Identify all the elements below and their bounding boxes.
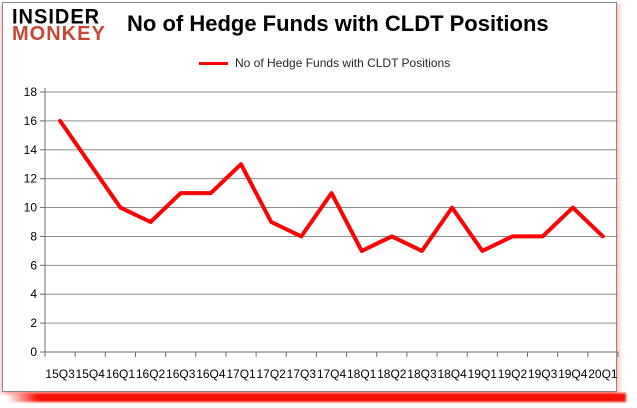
x-tick-label: 16Q1 <box>106 367 136 381</box>
red-shadow-bar <box>7 393 626 402</box>
x-tick-label: 19Q1 <box>468 367 498 381</box>
x-tick-label: 17Q3 <box>287 367 317 381</box>
y-tick-label: 12 <box>24 172 38 186</box>
logo-text-insider: INSIDER <box>12 5 101 29</box>
x-tick-label: 16Q3 <box>166 367 196 381</box>
x-tick-label: 16Q4 <box>196 367 226 381</box>
y-tick-label: 10 <box>24 201 38 215</box>
x-tick-label: 19Q2 <box>498 367 528 381</box>
x-tick-label: 18Q1 <box>347 367 377 381</box>
y-tick-label: 0 <box>30 345 37 359</box>
x-tick-label: 18Q3 <box>407 367 437 381</box>
data-line <box>58 118 605 253</box>
insider-monkey-logo: INSIDER MONKEY <box>12 5 106 45</box>
x-tick-label: 15Q3 <box>45 367 75 381</box>
x-tick-label: 17Q2 <box>257 367 287 381</box>
legend: No of Hedge Funds with CLDT Positions <box>199 55 450 71</box>
legend-line-swatch <box>199 61 228 65</box>
x-tick-label: 17Q1 <box>226 367 256 381</box>
y-tick-label: 16 <box>24 114 38 128</box>
y-tick-label: 2 <box>30 316 37 330</box>
logo-text-monkey: MONKEY <box>12 23 106 45</box>
y-tick-label: 8 <box>30 229 37 243</box>
x-tick-label: 18Q2 <box>377 367 407 381</box>
x-tick-label: 18Q4 <box>437 367 467 381</box>
y-tick-label: 14 <box>24 143 38 157</box>
legend-label: No of Hedge Funds with CLDT Positions <box>235 56 451 70</box>
x-tick-label: 19Q3 <box>528 367 558 381</box>
y-tick-label: 18 <box>24 85 38 99</box>
y-tick-label: 4 <box>30 287 37 301</box>
y-tick-label: 6 <box>30 258 37 272</box>
chart-title: No of Hedge Funds with CLDT Positions <box>127 11 549 36</box>
x-tick-label: 19Q4 <box>558 367 588 381</box>
x-tick-label: 15Q4 <box>76 367 106 381</box>
x-tick-label: 16Q2 <box>136 367 166 381</box>
x-tick-label: 17Q4 <box>317 367 347 381</box>
x-tick-label: 20Q1 <box>588 367 618 381</box>
chart-frame <box>2 2 617 392</box>
